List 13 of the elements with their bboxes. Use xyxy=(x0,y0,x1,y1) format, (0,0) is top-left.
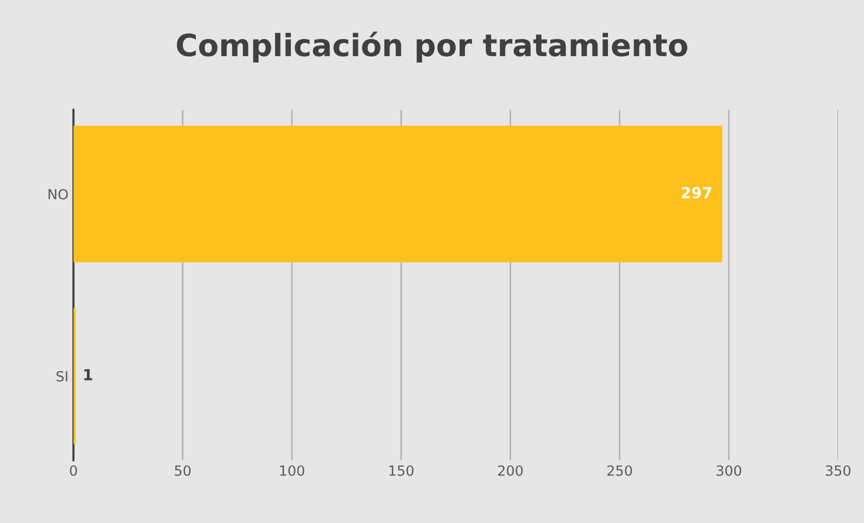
x-tick-label: 250 xyxy=(607,465,632,476)
x-tick-label: 200 xyxy=(498,465,523,476)
data-label: 1 xyxy=(84,369,92,380)
x-tick-label: 350 xyxy=(826,465,850,476)
x-tick-label: 300 xyxy=(716,465,742,476)
chart-title: Complicación por tratamiento xyxy=(176,32,688,62)
x-tick-label: 100 xyxy=(280,465,304,476)
y-tick-label: SI xyxy=(56,371,68,382)
y-tick-label: NO xyxy=(48,188,68,200)
x-tick-label: 0 xyxy=(70,465,77,476)
x-tick-label: 150 xyxy=(389,465,414,476)
x-tick-label: 50 xyxy=(174,465,191,476)
data-label: 297 xyxy=(682,186,712,198)
